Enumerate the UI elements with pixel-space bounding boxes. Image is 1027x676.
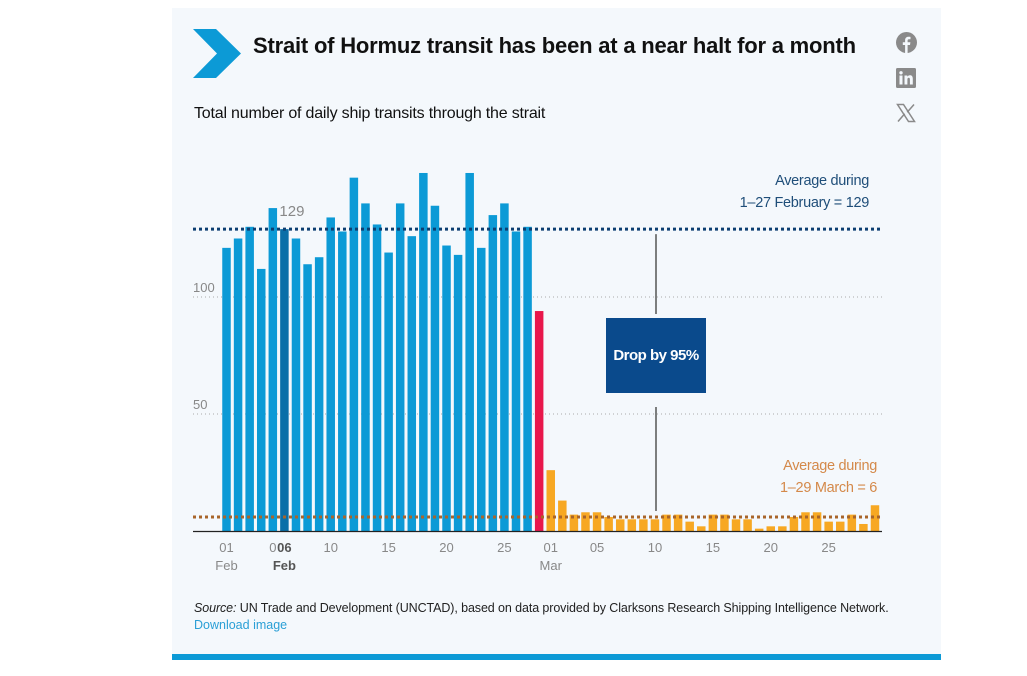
bar-09-feb[interactable] xyxy=(314,257,324,531)
x-tick-label: 20 xyxy=(439,540,453,555)
bar-22-mar[interactable] xyxy=(789,516,799,531)
bar-24-mar[interactable] xyxy=(812,512,822,531)
feb-average-annotation: Average during 1–27 February = 129 xyxy=(739,170,870,214)
mar-average-line2: 1–29 March = 6 xyxy=(780,480,877,496)
hover-value-label: 129 xyxy=(279,203,304,220)
bar-07-feb[interactable] xyxy=(291,238,301,532)
bar-26-feb[interactable] xyxy=(511,231,521,532)
bar-01-mar[interactable] xyxy=(546,470,555,531)
bar-10-feb[interactable] xyxy=(326,217,335,531)
bar-18-mar[interactable] xyxy=(743,519,752,531)
bar-01-feb[interactable] xyxy=(222,247,231,532)
bar-08-mar[interactable] xyxy=(627,519,637,531)
drop-percentage-text: Drop by 95% xyxy=(613,347,699,364)
x-tick-label: 06 xyxy=(277,540,291,555)
bar-24-feb[interactable] xyxy=(488,215,498,531)
card-bottom-accent xyxy=(172,654,941,660)
drop-percentage-callout: Drop by 95% xyxy=(606,318,706,393)
x-tick-label: 01 xyxy=(219,540,233,555)
bar-09-mar[interactable] xyxy=(639,519,648,531)
bar-08-feb[interactable] xyxy=(303,264,312,531)
x-tick-label: 05 xyxy=(590,540,604,555)
bar-22-feb[interactable] xyxy=(465,172,474,532)
bar-10-mar[interactable] xyxy=(650,519,660,531)
bar-15-feb[interactable] xyxy=(384,252,393,532)
x-tick-sublabel: Mar xyxy=(540,558,563,573)
x-tick-label: 10 xyxy=(648,540,662,555)
bar-05-mar[interactable] xyxy=(592,512,602,531)
x-tick-label: 20 xyxy=(764,540,778,555)
x-tick-sublabel: Feb xyxy=(215,558,237,573)
bar-21-mar[interactable] xyxy=(778,526,787,531)
source-text: UN Trade and Development (UNCTAD), based… xyxy=(236,601,889,615)
x-tick-label: 25 xyxy=(497,540,511,555)
bar-19-feb[interactable] xyxy=(430,205,440,532)
bar-02-feb[interactable] xyxy=(233,238,243,532)
bar-13-feb[interactable] xyxy=(361,203,370,531)
bar-17-feb[interactable] xyxy=(407,236,417,531)
bar-27-mar[interactable] xyxy=(847,514,857,531)
source-label: Source: xyxy=(194,601,237,615)
linkedin-share-button[interactable] xyxy=(895,67,917,89)
bar-23-mar[interactable] xyxy=(801,512,810,531)
bar-28-feb[interactable] xyxy=(534,311,544,531)
facebook-icon xyxy=(895,31,917,53)
bar-26-mar[interactable] xyxy=(835,521,845,531)
bar-04-mar[interactable] xyxy=(581,512,590,531)
bar-16-feb[interactable] xyxy=(395,203,405,531)
bar-11-mar[interactable] xyxy=(662,514,671,531)
bar-27-feb[interactable] xyxy=(523,226,532,532)
chart-subtitle: Total number of daily ship transits thro… xyxy=(194,105,546,122)
mar-average-annotation: Average during 1–29 March = 6 xyxy=(780,455,877,499)
bar-03-feb[interactable] xyxy=(245,226,254,532)
x-icon xyxy=(896,103,916,123)
x-share-button[interactable] xyxy=(895,102,917,124)
bar-05-feb[interactable] xyxy=(268,208,278,531)
bar-29-mar[interactable] xyxy=(870,505,880,531)
bar-20-feb[interactable] xyxy=(442,245,451,531)
x-tick-label: 0 xyxy=(269,540,276,555)
bar-02-mar[interactable] xyxy=(558,500,567,531)
bar-14-feb[interactable] xyxy=(372,224,382,531)
x-tick-label: 01 xyxy=(544,540,558,555)
bar-11-feb[interactable] xyxy=(338,231,347,532)
bar-18-feb[interactable] xyxy=(419,172,428,532)
source-note: Source: UN Trade and Development (UNCTAD… xyxy=(194,601,889,615)
bar-06-feb[interactable] xyxy=(280,229,289,531)
mar-average-line1: Average during xyxy=(783,458,877,474)
bar-04-feb[interactable] xyxy=(256,268,266,531)
y-tick-label: 50 xyxy=(193,397,207,412)
bar-07-mar[interactable] xyxy=(615,519,625,531)
bar-23-feb[interactable] xyxy=(477,247,486,532)
feb-average-line2: 1–27 February = 129 xyxy=(739,195,870,211)
bar-21-feb[interactable] xyxy=(453,254,463,531)
y-tick-label: 100 xyxy=(193,280,215,295)
feb-average-line1: Average during xyxy=(775,173,869,189)
facebook-share-button[interactable] xyxy=(895,31,917,53)
download-image-link[interactable]: Download image xyxy=(194,618,288,632)
bar-16-mar[interactable] xyxy=(720,514,729,531)
x-tick-label: 15 xyxy=(381,540,395,555)
bar-25-feb[interactable] xyxy=(500,203,509,531)
bar-13-mar[interactable] xyxy=(685,521,694,531)
bar-06-mar[interactable] xyxy=(604,516,613,531)
bar-17-mar[interactable] xyxy=(731,519,741,531)
bar-19-mar[interactable] xyxy=(754,528,764,531)
bar-25-mar[interactable] xyxy=(824,521,833,531)
chart-title: Strait of Hormuz transit has been at a n… xyxy=(253,33,856,58)
bar-03-mar[interactable] xyxy=(569,514,579,531)
bar-12-mar[interactable] xyxy=(673,514,683,531)
bar-14-mar[interactable] xyxy=(697,526,706,531)
bar-15-mar[interactable] xyxy=(708,514,718,531)
x-tick-label: 25 xyxy=(821,540,835,555)
x-tick-sublabel: Feb xyxy=(273,558,296,573)
x-tick-label: 10 xyxy=(323,540,337,555)
bar-20-mar[interactable] xyxy=(766,526,776,531)
chevron-logo-icon xyxy=(193,29,241,78)
linkedin-icon xyxy=(896,68,916,88)
bar-12-feb[interactable] xyxy=(349,177,359,531)
bar-28-mar[interactable] xyxy=(859,523,868,531)
x-tick-label: 15 xyxy=(706,540,720,555)
